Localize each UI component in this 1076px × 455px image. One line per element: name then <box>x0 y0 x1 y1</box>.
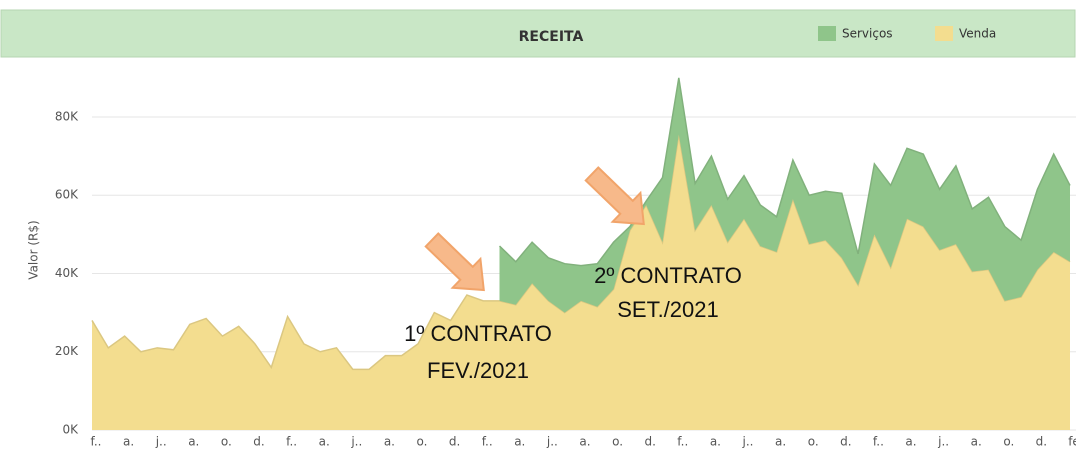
legend-label: Venda <box>959 27 996 41</box>
x-tick-label: a. <box>319 435 330 449</box>
arrow <box>584 166 645 226</box>
x-tick-label: a. <box>905 435 916 449</box>
y-tick-label: 40K <box>55 266 79 280</box>
y-tick-label: 60K <box>55 188 79 202</box>
x-tick-label: d. <box>644 435 655 449</box>
x-tick-label: f.. <box>286 435 297 449</box>
area-edge <box>91 134 1071 371</box>
x-tick-label: j.. <box>155 435 167 449</box>
x-tick-label: j.. <box>937 435 949 449</box>
y-axis-label: Valor (R$) <box>27 220 41 279</box>
area <box>92 134 1070 430</box>
x-tick-label: a. <box>384 435 395 449</box>
x-tick-label: d. <box>449 435 460 449</box>
x-tick-label: a. <box>123 435 134 449</box>
x-tick-label: d. <box>253 435 264 449</box>
legend-swatch <box>935 26 953 41</box>
y-tick-label: 80K <box>55 109 79 123</box>
x-tick-label: d. <box>840 435 851 449</box>
x-tick-label: f.. <box>873 435 884 449</box>
x-tick-label: d. <box>1036 435 1047 449</box>
x-tick-label: fe <box>1068 435 1076 449</box>
x-tick-label: o. <box>417 435 428 449</box>
x-tick-label: o. <box>612 435 623 449</box>
x-tick-label: a. <box>514 435 525 449</box>
x-tick-label: o. <box>1003 435 1014 449</box>
chart-title: RECEITA <box>519 29 584 45</box>
area <box>499 77 1070 313</box>
x-tick-label: a. <box>971 435 982 449</box>
plot: 0K 20K 40K 60K 80K f.. a. j.. a. o. d. f.. a. j.. a. o.… <box>55 77 1076 449</box>
header-bar <box>0 9 1076 58</box>
x-tick-label: a. <box>579 435 590 449</box>
area-edge <box>498 77 1071 267</box>
x-tick-label: j.. <box>742 435 754 449</box>
x-tick-label: f.. <box>91 435 102 449</box>
x-tick-label: o. <box>808 435 819 449</box>
x-tick-label: a. <box>710 435 721 449</box>
x-tick-label: a. <box>775 435 786 449</box>
x-tick-label: f.. <box>482 435 493 449</box>
arrow <box>424 232 485 292</box>
annotation: SET./2021 <box>617 297 719 322</box>
legend-label: Serviços <box>842 27 893 41</box>
legend-swatch <box>818 26 836 41</box>
x-tick-label: o. <box>221 435 232 449</box>
x-tick-label: a. <box>188 435 199 449</box>
x-tick-label: j.. <box>546 435 558 449</box>
annotation: 2º CONTRATO <box>594 263 742 288</box>
annotation: 1º CONTRATO <box>404 321 552 346</box>
x-tick-label: f.. <box>677 435 688 449</box>
y-tick-label: 20K <box>55 344 79 358</box>
y-tick-label: 0K <box>62 423 79 437</box>
x-tick-label: j.. <box>350 435 362 449</box>
annotation: FEV./2021 <box>427 358 529 383</box>
